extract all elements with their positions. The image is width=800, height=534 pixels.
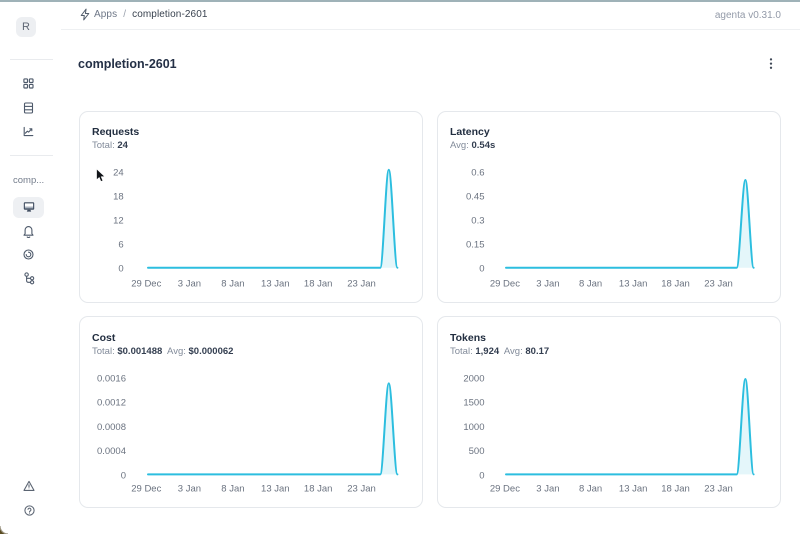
svg-text:500: 500 [469, 446, 485, 457]
svg-text:13 Jan: 13 Jan [619, 279, 648, 290]
svg-text:3 Jan: 3 Jan [536, 279, 559, 290]
svg-text:13 Jan: 13 Jan [619, 484, 648, 495]
svg-text:0: 0 [479, 264, 484, 275]
svg-text:8 Jan: 8 Jan [579, 484, 602, 495]
svg-text:12: 12 [113, 216, 124, 227]
svg-text:1000: 1000 [463, 422, 484, 433]
svg-text:23 Jan: 23 Jan [347, 484, 376, 495]
svg-text:0.0008: 0.0008 [97, 422, 126, 433]
svg-text:29 Dec: 29 Dec [490, 279, 520, 290]
svg-text:8 Jan: 8 Jan [221, 279, 244, 290]
svg-text:0.0012: 0.0012 [97, 398, 126, 409]
svg-text:0.3: 0.3 [471, 216, 484, 227]
svg-text:3 Jan: 3 Jan [178, 484, 201, 495]
svg-text:29 Dec: 29 Dec [131, 279, 161, 290]
svg-text:8 Jan: 8 Jan [579, 279, 602, 290]
svg-text:0.45: 0.45 [466, 191, 485, 202]
svg-text:6: 6 [118, 240, 123, 251]
svg-text:13 Jan: 13 Jan [261, 279, 290, 290]
svg-text:0: 0 [121, 470, 126, 481]
svg-text:0.6: 0.6 [471, 167, 484, 178]
svg-text:0: 0 [118, 264, 123, 275]
svg-text:3 Jan: 3 Jan [178, 279, 201, 290]
svg-text:8 Jan: 8 Jan [221, 484, 244, 495]
svg-text:29 Dec: 29 Dec [131, 484, 161, 495]
svg-text:24: 24 [113, 167, 124, 178]
svg-text:29 Dec: 29 Dec [490, 484, 520, 495]
svg-text:18 Jan: 18 Jan [661, 279, 690, 290]
svg-text:13 Jan: 13 Jan [261, 484, 290, 495]
svg-text:18: 18 [113, 191, 124, 202]
svg-text:18 Jan: 18 Jan [304, 484, 333, 495]
svg-text:0.15: 0.15 [466, 240, 485, 251]
svg-text:0.0016: 0.0016 [97, 373, 126, 384]
svg-text:1500: 1500 [463, 398, 484, 409]
svg-text:23 Jan: 23 Jan [704, 279, 733, 290]
svg-text:18 Jan: 18 Jan [661, 484, 690, 495]
svg-text:0: 0 [479, 470, 484, 481]
svg-text:2000: 2000 [463, 373, 484, 384]
svg-text:23 Jan: 23 Jan [704, 484, 733, 495]
svg-text:3 Jan: 3 Jan [536, 484, 559, 495]
svg-text:18 Jan: 18 Jan [304, 279, 333, 290]
svg-text:23 Jan: 23 Jan [347, 279, 376, 290]
svg-text:0.0004: 0.0004 [97, 446, 126, 457]
